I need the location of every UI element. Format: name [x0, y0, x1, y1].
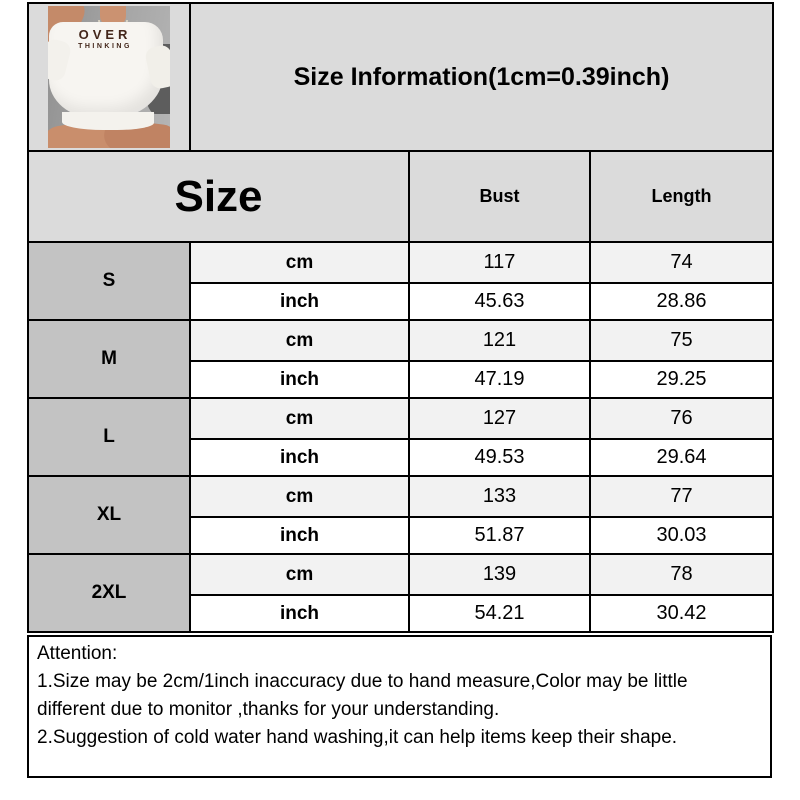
bust-inch-m: 47.19	[408, 360, 591, 399]
length-inch-l: 29.64	[588, 438, 775, 477]
unit-label-inch: inch	[189, 282, 410, 321]
bust-inch-xl: 51.87	[408, 516, 591, 555]
table-row: XL cm 133 77	[27, 475, 775, 555]
tshirt-graphic	[49, 22, 163, 118]
table-row: inch 47.19 29.25	[28, 360, 775, 399]
unit-label-cm: cm	[189, 553, 410, 596]
length-cm-m: 75	[588, 319, 775, 362]
column-header-length: Length	[588, 150, 775, 243]
bust-cm-l: 127	[408, 397, 591, 440]
shirt-print-text: OVER THINKING	[48, 28, 162, 51]
table-row: inch 45.63 28.86	[28, 282, 775, 321]
page-title: Size Information(1cm=0.39inch)	[293, 62, 670, 91]
unit-label-cm: cm	[189, 241, 410, 284]
size-chart-sheet: OVER THINKING Size Information(1cm=0.39i…	[27, 2, 775, 778]
length-inch-2xl: 30.42	[588, 594, 775, 633]
unit-label-inch: inch	[189, 594, 410, 633]
table-row: inch 49.53 29.64	[28, 438, 775, 477]
length-inch-m: 29.25	[588, 360, 775, 399]
attention-heading: Attention:	[37, 643, 118, 664]
tshirt-hem	[62, 112, 154, 130]
shirt-print-line1: OVER	[78, 27, 132, 42]
product-image-cell: OVER THINKING	[27, 2, 191, 152]
table-row: L cm 127 76	[27, 397, 775, 477]
product-photo: OVER THINKING	[48, 6, 170, 148]
bust-cm-s: 117	[408, 241, 591, 284]
column-header-bust: Bust	[408, 150, 591, 243]
table-row: inch 54.21 30.42	[28, 594, 775, 633]
attention-note-2: 2.Suggestion of cold water hand washing,…	[37, 727, 678, 748]
unit-label-cm: cm	[189, 397, 410, 440]
banner-row: OVER THINKING Size Information(1cm=0.39i…	[27, 2, 775, 152]
length-cm-l: 76	[588, 397, 775, 440]
title-cell: Size Information(1cm=0.39inch)	[188, 2, 775, 152]
unit-label-inch: inch	[189, 360, 410, 399]
bust-cm-2xl: 139	[408, 553, 591, 596]
table-row: M cm 121 75	[27, 319, 775, 399]
unit-label-cm: cm	[189, 475, 410, 518]
size-table: OVER THINKING Size Information(1cm=0.39i…	[27, 2, 775, 633]
attention-notes: Attention: 1.Size may be 2cm/1inch inacc…	[27, 635, 772, 778]
length-inch-s: 28.86	[588, 282, 775, 321]
attention-note-1: 1.Size may be 2cm/1inch inaccuracy due t…	[37, 671, 688, 720]
size-label-s: S	[27, 241, 191, 321]
length-cm-2xl: 78	[588, 553, 775, 596]
unit-label-cm: cm	[189, 319, 410, 362]
size-label-m: M	[27, 319, 191, 399]
bust-cm-xl: 133	[408, 475, 591, 518]
column-header-size: Size	[27, 150, 410, 243]
size-label-xl: XL	[27, 475, 191, 555]
length-cm-s: 74	[588, 241, 775, 284]
shirt-print-line2: THINKING	[78, 43, 132, 50]
length-cm-xl: 77	[588, 475, 775, 518]
size-label-l: L	[27, 397, 191, 477]
size-label-2xl: 2XL	[27, 553, 191, 633]
table-row: 2XL cm 139 78	[27, 553, 775, 633]
bust-cm-m: 121	[408, 319, 591, 362]
bust-inch-l: 49.53	[408, 438, 591, 477]
table-row: inch 51.87 30.03	[28, 516, 775, 555]
unit-label-inch: inch	[189, 438, 410, 477]
length-inch-xl: 30.03	[588, 516, 775, 555]
bust-inch-2xl: 54.21	[408, 594, 591, 633]
table-header-row: Size Bust Length	[27, 150, 775, 243]
unit-label-inch: inch	[189, 516, 410, 555]
table-row: S cm 117 74	[27, 241, 775, 321]
bust-inch-s: 45.63	[408, 282, 591, 321]
